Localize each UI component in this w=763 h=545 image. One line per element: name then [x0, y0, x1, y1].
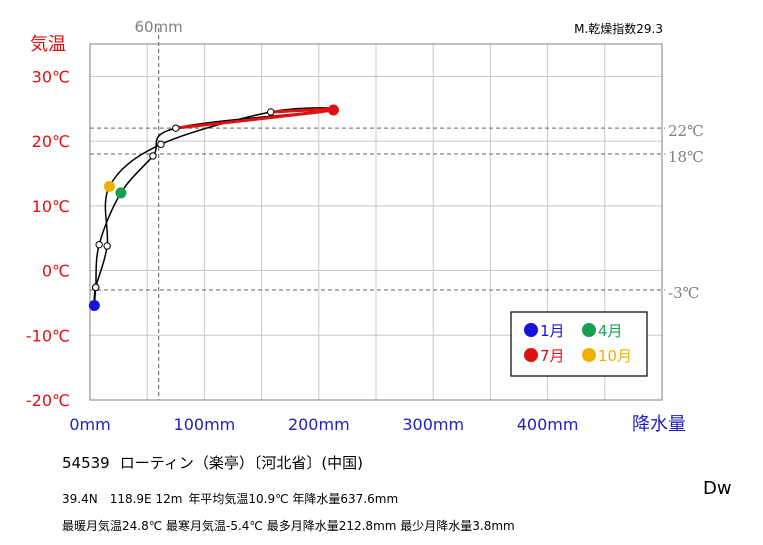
station-stats-line2: 最暖月気温24.8℃ 最寒月気温-5.4℃ 最多月降水量212.8mm 最少月降… [62, 519, 515, 533]
reference-label: -3℃ [668, 284, 699, 302]
reference-label: 60mm [134, 18, 182, 36]
legend-box [510, 311, 648, 377]
y-tick-label: 0℃ [42, 262, 70, 281]
month-point-5 [149, 152, 157, 160]
month-point-1 [88, 299, 100, 311]
climate-class: Dw [703, 478, 732, 499]
x-tick-label: 0mm [69, 415, 110, 434]
y-tick-label: -10℃ [26, 326, 70, 345]
x-tick-label: 400mm [517, 415, 579, 434]
legend-marker-4 [582, 323, 596, 337]
x-tick-label: 300mm [402, 415, 464, 434]
y-axis-label: 気温 [30, 34, 66, 55]
y-tick-label: -20℃ [26, 391, 70, 410]
climate-curve-line [93, 107, 338, 306]
legend: 1月 4月 7月 10月 [510, 311, 648, 377]
month-point-11 [103, 242, 111, 250]
x-tick-label: 200mm [288, 415, 350, 434]
station-name: ローティン（楽亭）〔河北省〕(中国) [119, 454, 364, 472]
aridity-index: M.乾燥指数29.3 [574, 21, 663, 36]
month-points [88, 104, 339, 311]
month-point-7 [327, 104, 339, 116]
month-point-3 [95, 240, 103, 249]
y-tick-label: 30℃ [32, 67, 70, 86]
summer-segment [175, 107, 338, 130]
legend-marker-10 [582, 348, 596, 362]
legend-marker-7 [524, 348, 538, 362]
month-point-6 [172, 124, 180, 132]
station-title: 54539 ローティン（楽亭）〔河北省〕(中国) [62, 452, 363, 473]
legend-label-10: 10月 [598, 347, 632, 365]
station-stats-line1: 39.4N 118.9E 12m 年平均気温10.9℃ 年降水量637.6mm [62, 490, 398, 507]
station-id: 54539 [62, 454, 110, 472]
legend-marker-1 [524, 323, 538, 337]
y-tick-label: 10℃ [32, 197, 70, 216]
reference-label: 22℃ [668, 122, 704, 140]
plot-frame [89, 43, 663, 401]
tick-labels: -20℃ -10℃ 0℃ 10℃ 20℃ 30℃ 0mm 100mm 200mm 300mm 400… [26, 67, 579, 434]
climate-curve [93, 107, 338, 306]
legend-label-7: 7月 [540, 347, 565, 365]
month-point-4 [115, 187, 127, 199]
reference-label: 18℃ [668, 148, 704, 166]
month-point-12 [92, 283, 100, 292]
station-coords: 39.4N 118.9E 12m [62, 492, 183, 506]
plot-border [89, 43, 663, 401]
legend-label-1: 1月 [540, 322, 565, 340]
annual-summary: 年平均気温10.9℃ 年降水量637.6mm [188, 492, 399, 506]
reference-lines: 60mm 22℃ 18℃ -3℃ [90, 18, 704, 400]
legend-label-4: 4月 [598, 322, 623, 340]
month-point-10 [103, 180, 115, 192]
x-axis-label: 降水量 [632, 414, 686, 435]
month-point-8 [267, 108, 275, 116]
month-point-9 [157, 140, 165, 149]
x-tick-label: 100mm [174, 415, 236, 434]
y-tick-label: 20℃ [32, 132, 70, 151]
